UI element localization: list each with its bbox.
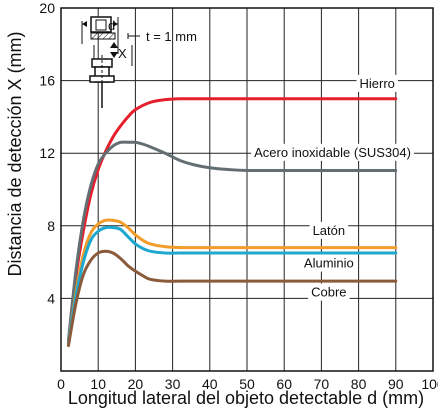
y-tick-label: 4 (47, 290, 55, 306)
grid (61, 8, 433, 371)
series-label-bg (251, 143, 414, 161)
y-tick-label: 8 (47, 218, 55, 234)
sensor-diagram: d t = 1 mm X (81, 16, 197, 108)
x-tick-label: 10 (90, 376, 106, 392)
series-label-cobre: Cobre (311, 285, 346, 300)
x-tick-label: 20 (128, 376, 144, 392)
series-label-aluminio: Aluminio (304, 256, 354, 271)
d-arrow-right (113, 21, 118, 27)
series-labels: Hierro Acero inoxidable (SUS304) Latón Alum… (251, 74, 414, 301)
series-label-acero-inoxidable-sus304: Acero inoxidable (SUS304) (254, 145, 411, 160)
y-tick-label: 20 (39, 0, 55, 16)
x-label: X (118, 46, 127, 61)
axis-titles: Longitud lateral del objeto detectable d… (5, 31, 424, 408)
y-axis-title: Distancia de detección X (mm) (5, 31, 25, 276)
y-tick-label: 12 (39, 145, 55, 161)
hatched-plate (90, 32, 116, 40)
x-tick-label: 40 (202, 376, 218, 392)
x-axis-title: Longitud lateral del objeto detectable d… (68, 388, 424, 408)
series-label-bg (300, 254, 357, 272)
plot-frame (60, 7, 434, 372)
series-label-lat-n: Latón (313, 223, 346, 238)
series-line-aluminio (66, 225, 398, 346)
y-tick-label: 16 (39, 73, 55, 89)
series-line-lat-n (66, 218, 398, 346)
tick-labels: 0 10 20 30 40 50 60 70 80 90 100 4 8 12 16 20 (39, 0, 438, 392)
series-label-bg (308, 283, 350, 301)
x-tick-label: 0 (57, 376, 65, 392)
x-arrow-down (110, 52, 118, 58)
x-arrow-up (110, 42, 118, 48)
x-tick-label: 90 (388, 376, 404, 392)
x-tick-label: 70 (314, 376, 330, 392)
series-label-bg (356, 74, 398, 92)
x-tick-label: 30 (165, 376, 181, 392)
series-line-hierro (66, 97, 398, 344)
series-line-cobre (66, 249, 398, 348)
series-line-acero-inoxidable-sus304 (66, 140, 398, 342)
x-tick-label: 50 (239, 376, 255, 392)
x-tick-label: 80 (351, 376, 367, 392)
d-label: d (108, 18, 115, 33)
series-lines (66, 97, 398, 348)
x-tick-label: 100 (421, 376, 438, 392)
t-label: t = 1 mm (146, 29, 197, 44)
x-tick-label: 60 (276, 376, 292, 392)
series-label-hierro: Hierro (359, 76, 394, 91)
d-arrow-left (82, 21, 87, 27)
series-label-bg (309, 221, 349, 239)
target-inner-box (95, 19, 107, 31)
axes (60, 7, 434, 372)
